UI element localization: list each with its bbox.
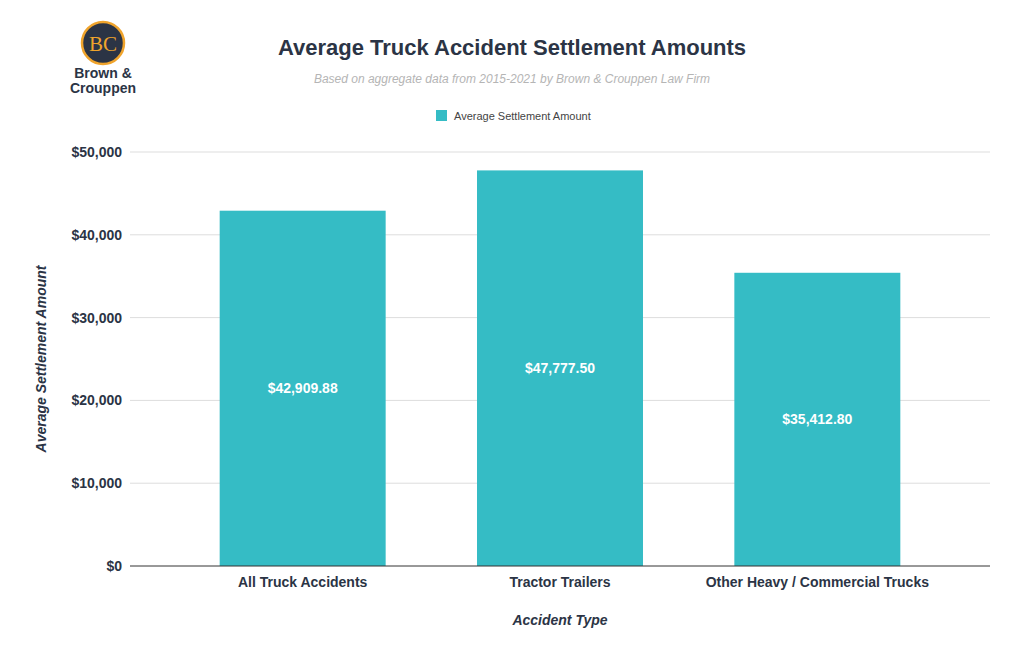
x-tick-label: Tractor Trailers: [509, 574, 610, 590]
y-tick-label: $0: [106, 558, 122, 574]
y-tick-label: $40,000: [71, 227, 122, 243]
subtitle: Based on aggregate data from 2015-2021 b…: [314, 72, 710, 86]
x-tick-label: Other Heavy / Commercial Trucks: [706, 574, 930, 590]
data-label: $42,909.88: [268, 380, 338, 396]
x-tick-label: All Truck Accidents: [238, 574, 368, 590]
bar: [734, 273, 900, 566]
bar: [477, 170, 643, 566]
page: {"chart_data": { "type": "bar", "title":…: [0, 0, 1024, 662]
y-tick-label: $10,000: [71, 475, 122, 491]
y-tick-label: $50,000: [71, 144, 122, 160]
data-label: $47,777.50: [525, 360, 595, 376]
x-axis-line: [130, 566, 990, 567]
y-axis-label: Average Settlement Amount: [33, 264, 49, 453]
logo-text: Brown &: [74, 65, 132, 81]
chart: BC Brown &Crouppen Average Truck Accident …: [0, 0, 1024, 662]
grid-line: [130, 152, 990, 153]
bar: [220, 211, 386, 566]
data-label: $35,412.80: [782, 411, 852, 427]
bars: [220, 170, 901, 566]
logo-text: Crouppen: [70, 80, 136, 96]
x-axis-label: Accident Type: [511, 612, 607, 628]
legend-label: Average Settlement Amount: [454, 110, 591, 122]
y-tick-label: $20,000: [71, 392, 122, 408]
title: Average Truck Accident Settlement Amount…: [278, 35, 746, 60]
legend-swatch: [436, 110, 447, 121]
logo-circle: [82, 22, 124, 64]
logo-initials: BC: [89, 32, 117, 56]
y-tick-label: $30,000: [71, 310, 122, 326]
